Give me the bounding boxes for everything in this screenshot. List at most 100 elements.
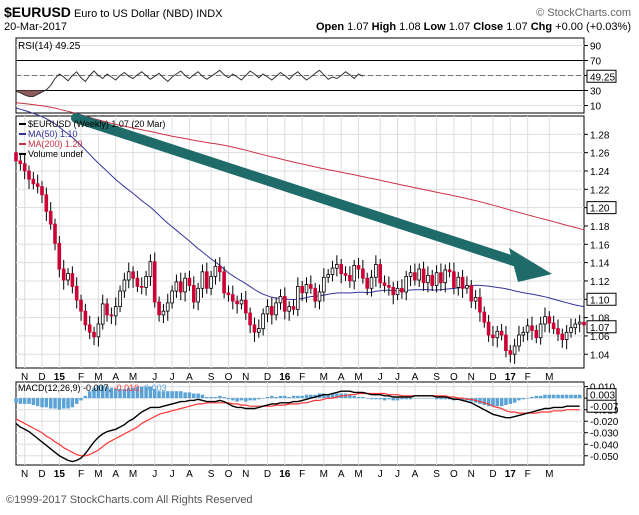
candle-down — [35, 183, 40, 187]
x-tick-label: S — [433, 372, 440, 383]
high-value: 1.08 — [399, 21, 421, 33]
candle-up — [239, 299, 244, 305]
macd-histogram-bar — [49, 398, 53, 409]
macd-histogram-bar — [538, 395, 543, 399]
candle-down — [478, 296, 482, 313]
macd-histogram-bar — [109, 387, 114, 399]
x-tick-label: A — [186, 469, 193, 480]
price-frame — [15, 115, 585, 369]
candle-up — [287, 306, 291, 312]
open-value: 1.07 — [347, 21, 369, 33]
candle-down — [582, 321, 586, 326]
macd-histogram-bar — [361, 397, 365, 399]
candle-up — [304, 284, 309, 294]
macd-histogram-bar — [218, 395, 222, 399]
candle-down — [53, 223, 57, 244]
candle-up — [265, 306, 270, 315]
macd-histogram-bar — [213, 397, 218, 399]
x-tick-label: O — [225, 469, 233, 480]
candle-down — [18, 160, 23, 164]
x-tick-label: S — [208, 469, 215, 480]
candle-down — [178, 281, 183, 293]
candle-down — [504, 334, 508, 352]
close-value: 1.07 — [506, 21, 528, 33]
x-tick-label: M — [545, 372, 553, 383]
price-y-tick-label: 1.08 — [590, 314, 610, 325]
x-tick-label: D — [489, 372, 496, 383]
price-y-tick-label: 1.16 — [590, 240, 610, 251]
macd-histogram-bar — [426, 398, 430, 399]
macd-histogram-bar — [400, 398, 404, 400]
x-tick-label: 15 — [54, 372, 66, 383]
macd-histogram-bar — [127, 387, 131, 399]
x-tick-label: M — [354, 372, 362, 383]
candle-up — [569, 327, 573, 333]
rsi-y-tick-label: 90 — [590, 42, 602, 53]
macd-histogram-bar — [348, 394, 352, 399]
candle-up — [161, 310, 166, 316]
exchange: INDX — [196, 8, 223, 20]
candle-down — [400, 287, 404, 293]
candle-down — [222, 271, 226, 294]
candle-down — [31, 178, 36, 185]
macd-histogram-bar — [231, 398, 235, 401]
x-tick-label: N — [468, 469, 475, 480]
candle-down — [217, 265, 222, 273]
x-tick-label: M — [320, 469, 328, 480]
price-last-value-box — [586, 292, 617, 306]
candle-down — [252, 324, 257, 333]
candle-up — [443, 269, 447, 284]
candle-down — [57, 242, 62, 270]
x-tick-label: F — [78, 469, 84, 480]
candle-up — [404, 275, 408, 293]
macd-histogram-bar — [122, 388, 127, 399]
candle-down — [92, 331, 96, 338]
macd-histogram-bar — [209, 397, 213, 399]
x-tick-label: J — [395, 372, 400, 383]
ohlc-readout: Open 1.07 High 1.08 Low 1.07 Close 1.07 … — [316, 21, 631, 33]
macd-histogram-bar — [18, 398, 23, 404]
candle-up — [408, 272, 413, 277]
candle-down — [230, 294, 235, 302]
macd-histogram-bar — [521, 398, 526, 400]
candle-down — [109, 314, 114, 317]
candle-up — [274, 302, 278, 316]
candle-down — [551, 322, 556, 330]
macd-histogram-bar — [404, 398, 408, 400]
macd-histogram-bar — [196, 393, 200, 399]
macd-label: MACD(12,26,9) -0.007, -0.010, 0.003 — [18, 383, 167, 393]
macd-histogram-bar — [543, 394, 547, 399]
price-y-tick-label: 1.24 — [590, 167, 610, 178]
trend-arrow-head — [509, 248, 552, 282]
macd-histogram-bar — [387, 398, 391, 400]
chart-date: 20-Mar-2017 — [4, 21, 67, 33]
x-tick-label: A — [412, 469, 419, 480]
x-tick-label: A — [338, 372, 345, 383]
macd-histogram-bar — [140, 386, 144, 399]
candle-up — [473, 296, 478, 302]
macd-label-part: -0.010, — [114, 383, 145, 393]
macd-histogram-bar — [547, 394, 552, 399]
candle-up — [495, 330, 500, 339]
candle-up — [213, 265, 218, 277]
candle-down — [348, 274, 352, 282]
x-tick-label: M — [545, 469, 553, 480]
macd-last-value: -0.007 — [590, 402, 619, 413]
macd-histogram-bar — [482, 398, 486, 405]
macd-histogram-bar — [577, 394, 582, 399]
candle-down — [40, 186, 44, 196]
low-value: 1.07 — [448, 21, 471, 33]
candle-up — [334, 264, 339, 269]
x-tick-label: J — [170, 372, 175, 383]
x-tick-label: A — [412, 372, 419, 383]
macd-histogram-bar — [92, 387, 96, 399]
candle-down — [139, 285, 144, 288]
macd-histogram-bar — [244, 398, 248, 402]
rsi-label: RSI(14) 49.25 — [18, 41, 81, 52]
rsi-y-tick-label: 70 — [590, 57, 602, 68]
macd-histogram-bar — [274, 397, 278, 399]
candle-down — [387, 285, 391, 288]
candle-up — [278, 296, 283, 304]
candle-down — [83, 310, 88, 326]
x-tick-label: M — [94, 469, 102, 480]
